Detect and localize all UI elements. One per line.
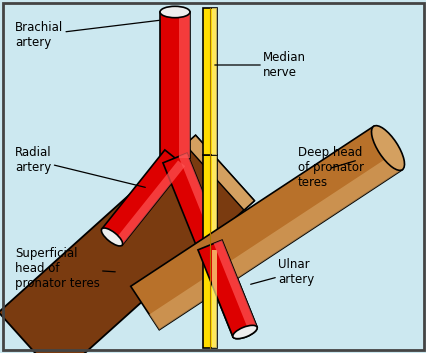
Polygon shape <box>101 150 185 245</box>
Text: Deep head
of pronator
teres: Deep head of pronator teres <box>297 146 363 190</box>
Polygon shape <box>202 250 216 348</box>
Text: Superficial
head of
pronator teres: Superficial head of pronator teres <box>15 246 115 289</box>
Polygon shape <box>149 155 401 330</box>
Polygon shape <box>212 250 216 348</box>
Polygon shape <box>212 155 216 250</box>
Polygon shape <box>179 12 190 158</box>
Polygon shape <box>213 240 256 330</box>
Polygon shape <box>198 240 256 337</box>
Ellipse shape <box>160 6 190 18</box>
Polygon shape <box>212 8 216 155</box>
Ellipse shape <box>232 325 256 339</box>
Polygon shape <box>202 8 216 155</box>
Polygon shape <box>185 135 254 210</box>
Text: Median
nerve: Median nerve <box>214 51 305 79</box>
Text: Ulnar
artery: Ulnar artery <box>250 258 314 286</box>
Polygon shape <box>160 12 190 158</box>
Polygon shape <box>163 153 256 337</box>
Ellipse shape <box>232 325 256 339</box>
Text: Radial
artery: Radial artery <box>15 146 145 187</box>
Polygon shape <box>202 155 216 250</box>
Polygon shape <box>115 160 185 245</box>
Ellipse shape <box>101 228 122 246</box>
Polygon shape <box>130 126 401 330</box>
Polygon shape <box>178 153 256 330</box>
Text: Brachial
artery: Brachial artery <box>15 20 159 49</box>
Polygon shape <box>0 135 254 353</box>
Ellipse shape <box>371 126 403 170</box>
